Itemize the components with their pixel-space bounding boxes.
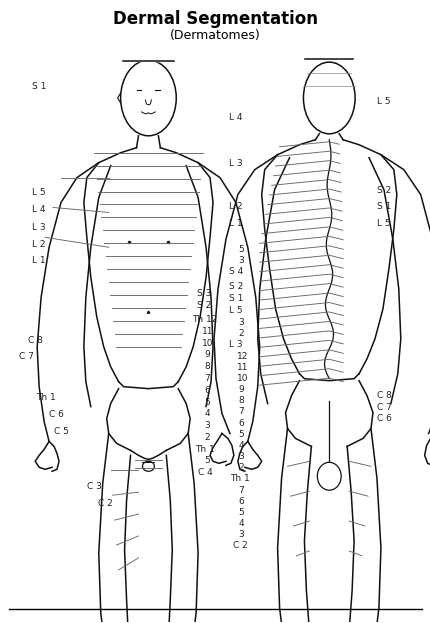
Text: 5: 5 [204,397,210,407]
Text: 12: 12 [237,351,248,361]
Text: C 8: C 8 [28,336,43,345]
Text: 7: 7 [204,374,210,383]
Text: L 4: L 4 [32,206,46,214]
Text: L 5: L 5 [32,188,46,197]
Text: 10: 10 [201,339,213,348]
Text: 7: 7 [238,485,244,495]
Text: L 4: L 4 [229,113,242,123]
Text: Th 1: Th 1 [194,445,214,454]
Text: C 5: C 5 [53,427,68,435]
Text: C 6: C 6 [49,410,64,419]
Text: 7: 7 [238,407,244,417]
Text: 4: 4 [238,519,244,528]
Text: C 6: C 6 [376,414,390,422]
Text: (Dermatomes): (Dermatomes) [169,29,260,42]
Text: 3: 3 [204,421,210,430]
Text: Dermal Segmentation: Dermal Segmentation [112,11,317,28]
Text: L 2: L 2 [32,240,46,249]
Text: 4: 4 [238,441,244,450]
Text: 3: 3 [238,256,244,265]
Text: 2: 2 [238,330,244,338]
Text: S 2: S 2 [376,186,390,195]
Text: C 2: C 2 [98,499,112,508]
Text: C 7: C 7 [18,352,33,361]
Text: 2: 2 [238,464,244,472]
Text: 2: 2 [204,433,209,442]
Text: S 1: S 1 [32,82,46,92]
Text: L 5: L 5 [376,219,389,228]
Text: 10: 10 [237,374,248,383]
Text: Th 1: Th 1 [37,392,56,402]
Text: 6: 6 [238,497,244,506]
Text: S 1: S 1 [229,294,243,303]
Text: 4: 4 [204,409,209,418]
Text: C 8: C 8 [376,391,390,401]
Text: S 2: S 2 [229,282,243,291]
Text: S 2: S 2 [196,301,210,310]
Text: 9: 9 [204,350,210,359]
Text: L 1: L 1 [32,256,46,265]
Text: 6: 6 [238,419,244,427]
Text: 3: 3 [238,318,244,327]
Text: 11: 11 [237,363,248,372]
Text: S 4: S 4 [229,267,243,277]
Text: S 3: S 3 [196,289,211,298]
Text: 9: 9 [238,385,244,394]
Text: 8: 8 [204,362,210,371]
Text: 3: 3 [238,452,244,461]
Text: 8: 8 [238,396,244,406]
Text: 5: 5 [238,508,244,517]
Text: Th 12: Th 12 [191,315,217,324]
Text: 6: 6 [204,386,210,395]
Text: L 3: L 3 [229,341,242,350]
Text: L 3: L 3 [32,222,46,232]
Text: L 2: L 2 [229,202,242,211]
Text: L 1: L 1 [229,219,242,228]
Text: C 4: C 4 [198,468,212,477]
Text: 5: 5 [238,430,244,439]
Text: C 2: C 2 [232,541,247,551]
Text: 5: 5 [238,245,244,254]
Text: C 3: C 3 [87,482,101,491]
Text: C 7: C 7 [376,402,390,412]
Text: 3: 3 [238,530,244,540]
Text: 5: 5 [204,457,210,465]
Text: L 5: L 5 [229,306,242,315]
Text: Th 1: Th 1 [230,475,249,483]
Text: L 5: L 5 [376,97,389,107]
Text: L 3: L 3 [229,159,242,168]
Text: S 1: S 1 [376,202,390,211]
Text: 11: 11 [201,327,213,336]
